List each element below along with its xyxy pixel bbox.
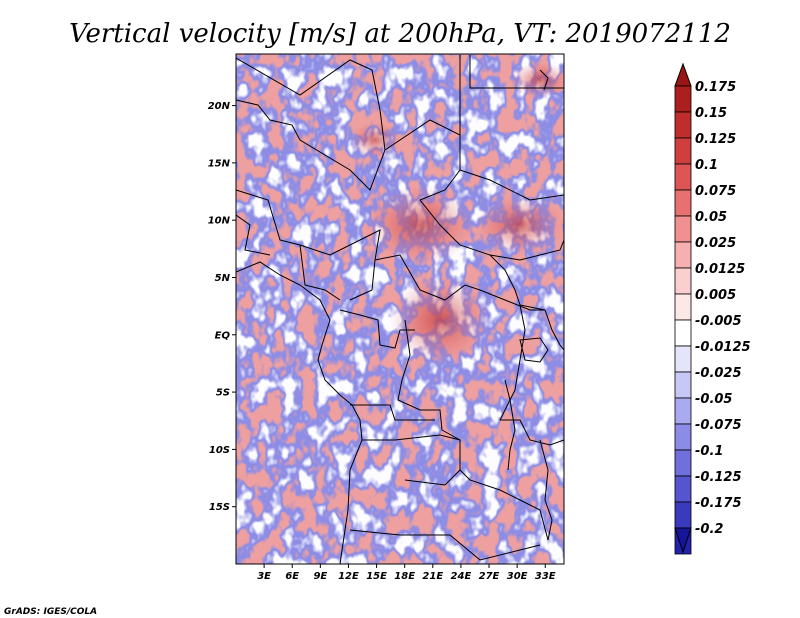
border-line: [489, 239, 564, 261]
colorbar-label: 0.0125: [695, 262, 745, 277]
colorbar-segment: [674, 111, 692, 139]
x-tick-label: 3E: [257, 571, 271, 582]
border-line: [459, 169, 564, 201]
border-line: [374, 254, 545, 311]
border-line: [236, 57, 386, 151]
x-tick-label: 12E: [338, 571, 359, 582]
colorbar-label: 0.05: [695, 210, 727, 225]
x-axis: 3E 6E 9E 12E 15E 18E 21E 24E 27E 30E 33E: [257, 564, 556, 582]
colorbar-label: -0.125: [695, 470, 742, 485]
colorbar-segment: [674, 345, 692, 373]
border-line: [299, 244, 341, 301]
colorbar-label: -0.075: [695, 418, 742, 433]
border-line: [236, 214, 271, 256]
colorbar-label: 0.15: [695, 106, 727, 121]
colorbar-segment: [674, 241, 692, 269]
border-line: [236, 99, 386, 191]
ascent-region: [475, 195, 564, 255]
colorbar-extend-top: [674, 62, 692, 87]
y-tick-label: 15N: [208, 158, 231, 169]
lake-outline: [519, 337, 549, 363]
border-line: [469, 55, 564, 89]
colorbar-label: -0.2: [695, 522, 723, 537]
colorbar-label: 0.025: [695, 236, 736, 251]
colorbar-segment: [674, 267, 692, 295]
x-tick-label: 18E: [394, 571, 415, 582]
x-tick-label: 30E: [507, 571, 528, 582]
x-tick-label: 33E: [535, 571, 556, 582]
border-line: [459, 469, 549, 541]
borders: [236, 55, 564, 564]
colorbar-label: -0.1: [695, 444, 723, 459]
y-axis: 20N 15N 10N 5N EQ 5S 10S 15S: [208, 101, 236, 513]
colorbar-label: 0.175: [695, 80, 736, 95]
border-line: [539, 69, 549, 91]
border-line: [419, 199, 546, 311]
border-line: [339, 309, 415, 349]
colorbar-label: -0.0125: [695, 340, 751, 355]
colorbar-segment: [674, 189, 692, 217]
colorbar-segment: [674, 423, 692, 451]
colorbar-label: -0.025: [695, 366, 742, 381]
x-tick-label: 21E: [422, 571, 443, 582]
colorbar-segment: [674, 215, 692, 243]
plot-frame: [235, 53, 565, 565]
x-tick-label: 15E: [366, 571, 387, 582]
colorbar-extend-bottom: [674, 527, 692, 554]
y-tick-label: 20N: [208, 101, 231, 112]
border-line: [349, 529, 541, 561]
y-tick-label: 10N: [208, 216, 231, 227]
ascent-region: [390, 275, 490, 365]
ascent-region: [365, 185, 475, 265]
colorbar-label: 0.005: [695, 288, 736, 303]
map-title: Vertical velocity [m/s] at 200hPa, VT: 2…: [69, 19, 731, 49]
border-line: [236, 189, 381, 301]
colorbar-segment: [674, 371, 692, 399]
y-tick-label: 10S: [209, 445, 230, 456]
colorbar-label: 0.075: [695, 184, 736, 199]
x-tick-label: 27E: [479, 571, 500, 582]
lake-outline: [504, 379, 516, 471]
colorbar-label: -0.175: [695, 496, 742, 511]
x-tick-label: 24E: [451, 571, 472, 582]
colorbar-label: -0.005: [695, 314, 742, 329]
lake-outline: [539, 439, 553, 541]
border-line: [350, 404, 435, 421]
coastline: [236, 261, 353, 406]
y-tick-label: 5N: [215, 273, 231, 284]
colorbar-segment: [674, 501, 692, 529]
border-line: [397, 319, 461, 441]
colorbar: 0.175 0.15 0.125 0.1 0.075 0.05 0.025 0.0125 0.0…: [674, 62, 751, 555]
coastline: [339, 404, 363, 564]
colorbar-label: 0.125: [695, 132, 736, 147]
colorbar-segment: [674, 293, 692, 321]
x-tick-label: 6E: [285, 571, 299, 582]
colorbar-segment: [674, 85, 692, 113]
y-tick-label: 5S: [216, 388, 230, 399]
border-line: [362, 434, 461, 486]
grads-credit: GrADS: IGES/COLA: [4, 607, 97, 617]
colorbar-segment: [674, 475, 692, 503]
y-tick-label: 15S: [209, 502, 230, 513]
colorbar-segment: [674, 163, 692, 191]
ascent-region: [350, 122, 400, 158]
plot-area: [236, 54, 564, 564]
colorbar-segment: [674, 319, 692, 347]
colorbar-label: -0.05: [695, 392, 732, 407]
ascent-region: [510, 62, 564, 98]
border-line: [384, 119, 461, 201]
colorbar-segment: [674, 397, 692, 425]
colorbar-segment: [674, 449, 692, 477]
x-tick-label: 9E: [313, 571, 327, 582]
border-line: [499, 304, 526, 421]
colorbar-label: 0.1: [695, 158, 718, 173]
coastline: [544, 309, 564, 351]
colorbar-segment: [674, 137, 692, 165]
y-tick-label: EQ: [215, 330, 231, 341]
